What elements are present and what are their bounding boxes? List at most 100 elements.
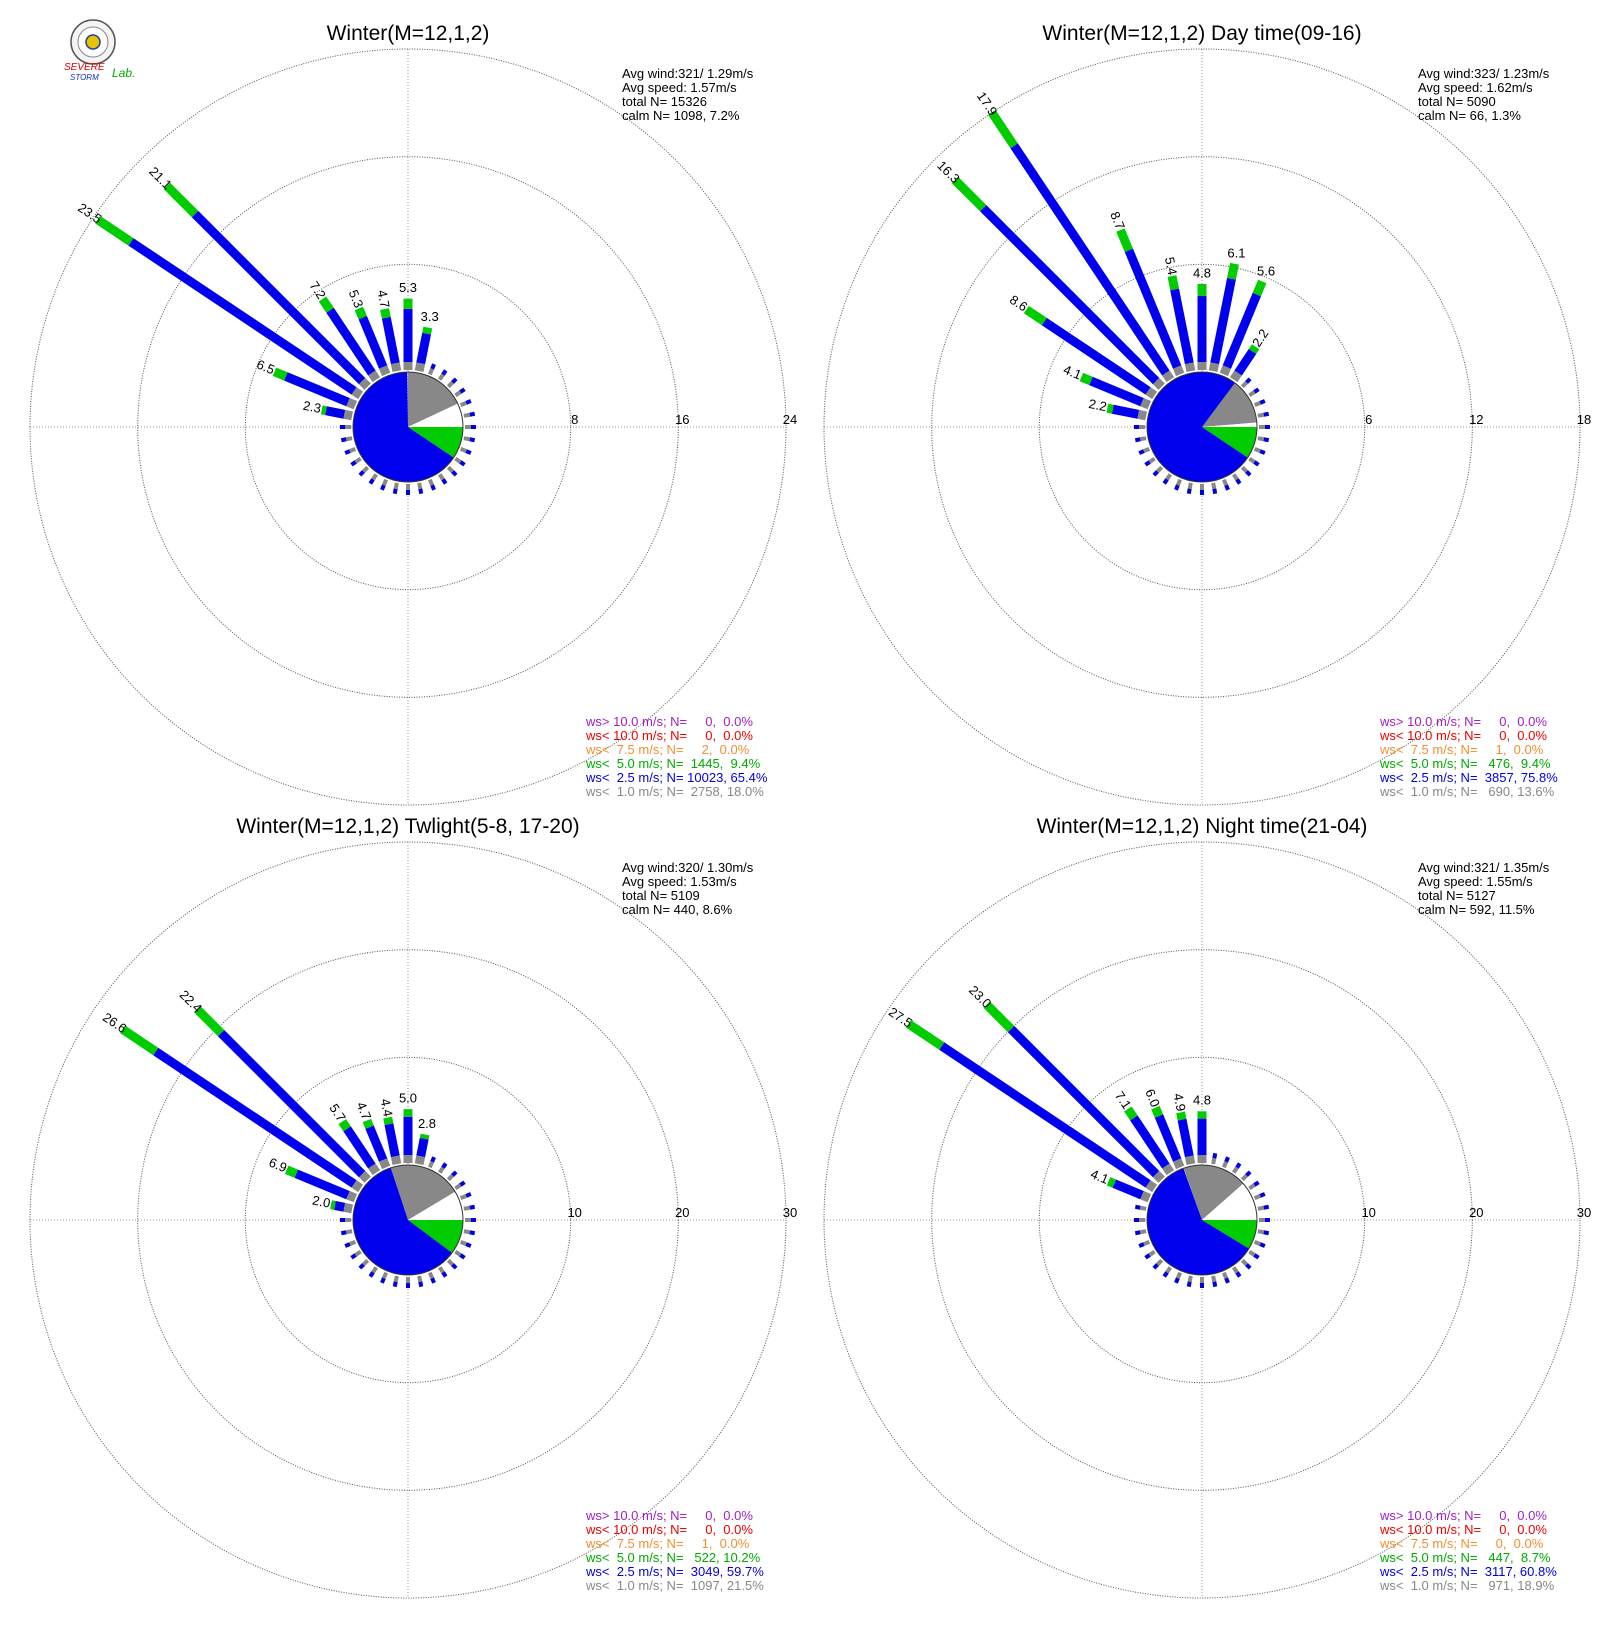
bar-segment-green	[1197, 283, 1207, 296]
chart-title: Winter(M=12,1,2) Twlight(5-8, 17-20)	[236, 815, 579, 838]
minor-bar-blue	[1152, 1263, 1159, 1270]
minor-bar-blue	[344, 449, 351, 455]
minor-bar-blue	[459, 1253, 466, 1260]
minor-bar-blue	[350, 460, 357, 467]
bar-segment-blue	[153, 1047, 357, 1188]
minor-bar-blue	[406, 1283, 410, 1288]
minor-bar-blue	[469, 411, 476, 417]
legend-entry: ws< 5.0 m/s; N= 1445, 9.4%	[585, 756, 761, 771]
bar-segment-green	[318, 296, 334, 313]
stats-line: total N= 5127	[1418, 888, 1496, 903]
legend-entry: ws< 7.5 m/s; N= 2, 0.0%	[585, 742, 750, 757]
bar-segment-green	[362, 1118, 374, 1129]
bar-segment-gray	[368, 1163, 381, 1176]
minor-bar-blue	[459, 1180, 466, 1187]
legend-entry: ws< 2.5 m/s; N= 3117, 60.8%	[1379, 1564, 1557, 1579]
bar-segment-blue	[365, 1125, 388, 1162]
minor-bar-gray	[1253, 1240, 1261, 1246]
minor-bar-blue	[1259, 1192, 1266, 1198]
bar-value-label: 5.3	[399, 280, 417, 295]
minor-bar-gray	[459, 1194, 467, 1200]
legend-entry: ws< 1.0 m/s; N= 971, 18.9%	[1379, 1578, 1555, 1593]
minor-bar-blue	[1235, 1162, 1242, 1169]
minor-bar-gray	[465, 1218, 471, 1222]
bar-segment-gray	[346, 1191, 358, 1203]
bar-segment-blue	[384, 1123, 400, 1158]
minor-bar-blue	[406, 490, 410, 495]
bar-segment-green	[1124, 1106, 1138, 1121]
bar-segment-green	[1248, 344, 1260, 354]
bar-segment-blue	[1041, 317, 1151, 395]
bar-segment-green	[272, 367, 288, 381]
pie-slice-calm-gray	[390, 1164, 456, 1220]
range-ring-label: 20	[675, 1205, 689, 1220]
minor-bar-blue	[451, 1263, 458, 1270]
range-ring-label: 24	[783, 412, 797, 427]
bar-value-label: 5.3	[346, 288, 367, 310]
legend-entry: ws< 5.0 m/s; N= 476, 9.4%	[1379, 756, 1551, 771]
bar-segment-blue	[1222, 292, 1261, 369]
minor-bar-gray	[1200, 484, 1204, 490]
bar-segment-green	[1197, 1111, 1207, 1119]
bar-segment-blue	[403, 1116, 413, 1155]
minor-bar-gray	[1165, 1266, 1172, 1274]
minor-bar-blue	[1134, 437, 1141, 443]
bar-segment-gray	[1184, 1155, 1196, 1165]
pie-outline	[352, 1164, 464, 1276]
chart-title: Winter(M=12,1,2) Day time(09-16)	[1042, 22, 1361, 45]
bar-segment-blue	[1130, 1115, 1170, 1169]
bar-segment-green	[320, 405, 327, 416]
minor-bar-gray	[1211, 1157, 1217, 1165]
minor-bar-blue	[1212, 1152, 1218, 1159]
legend-entry: ws< 1.0 m/s; N= 2758, 18.0%	[585, 784, 764, 799]
minor-bar-blue	[1245, 470, 1252, 477]
bar-value-label: 4.4	[378, 1097, 396, 1118]
bar-segment-blue	[334, 1201, 346, 1212]
minor-bar-blue	[1212, 488, 1218, 495]
logo-lab-text: Lab.	[112, 66, 135, 80]
minor-bar-gray	[1139, 1229, 1147, 1235]
minor-bar-blue	[430, 363, 436, 370]
minor-bar-blue	[1134, 1230, 1141, 1236]
minor-bar-gray	[349, 447, 357, 453]
minor-bar-gray	[1222, 1161, 1228, 1169]
minor-bar-blue	[340, 425, 345, 429]
legend-entry: ws< 10.0 m/s; N= 0, 0.0%	[1379, 728, 1547, 743]
minor-bar-blue	[380, 1277, 386, 1284]
minor-bar-gray	[1143, 1240, 1151, 1246]
bar-segment-gray	[1145, 387, 1158, 400]
minor-bar-blue	[1134, 425, 1139, 429]
bar-segment-green	[419, 1133, 430, 1140]
bar-segment-blue	[1234, 348, 1257, 376]
bar-segment-blue	[1089, 376, 1144, 407]
bar-segment-gray	[390, 1155, 402, 1165]
minor-bar-blue	[1162, 478, 1169, 485]
minor-bar-gray	[438, 473, 445, 481]
bar-segment-gray	[1219, 365, 1231, 377]
minor-bar-blue	[469, 437, 476, 443]
minor-bar-blue	[1265, 425, 1270, 429]
legend-entry: ws< 10.0 m/s; N= 0, 0.0%	[585, 1522, 753, 1537]
minor-bar-gray	[345, 1229, 353, 1235]
range-ring	[244, 1056, 572, 1384]
minor-bar-gray	[354, 1250, 362, 1257]
legend-entry: ws< 5.0 m/s; N= 522, 10.2%	[585, 1550, 761, 1565]
range-ring-label: 16	[675, 412, 689, 427]
minor-bar-blue	[459, 387, 466, 394]
minor-bar-blue	[451, 377, 458, 384]
bar-value-label: 2.0	[311, 1193, 332, 1211]
minor-bar-gray	[454, 457, 462, 464]
range-ring	[823, 48, 1581, 806]
minor-bar-gray	[345, 436, 353, 442]
minor-bar-blue	[1245, 1170, 1252, 1177]
pie-slice-green	[1202, 1220, 1257, 1249]
minor-bar-gray	[454, 1250, 462, 1257]
bar-segment-green	[1227, 262, 1239, 280]
range-ring	[137, 156, 679, 698]
minor-bar-blue	[451, 470, 458, 477]
bar-segment-blue	[128, 238, 357, 395]
bar-segment-blue	[1112, 1179, 1144, 1200]
minor-bar-blue	[344, 1242, 351, 1248]
bar-segment-blue	[381, 316, 400, 365]
minor-bar-gray	[438, 373, 445, 381]
